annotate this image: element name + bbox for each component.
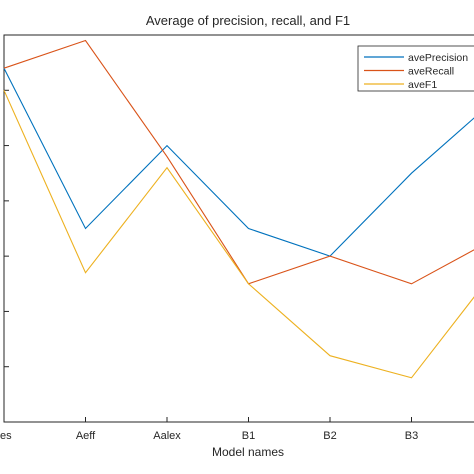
x-axis-ticks: res Aeff Aalex B1 B2 B3 — [0, 417, 418, 442]
x-tick-label: B1 — [242, 430, 255, 442]
x-axis-label: Model names — [212, 445, 284, 459]
series-line-aveF1 — [3, 90, 474, 379]
x-tick-label: B2 — [323, 430, 336, 442]
x-tick-label: Aalex — [153, 430, 181, 442]
series-lines — [3, 39, 474, 379]
x-tick-label: B3 — [405, 430, 418, 442]
legend-label-aveF1: aveF1 — [408, 79, 437, 91]
plot-area — [3, 34, 474, 423]
legend-label-aveRecall: aveRecall — [408, 66, 454, 78]
series-line-avePrecision — [3, 67, 474, 257]
legend-label-avePrecision: avePrecision — [408, 52, 468, 64]
chart-title: Average of precision, recall, and F1 — [146, 13, 350, 28]
y-axis-ticks — [4, 34, 9, 423]
legend-box — [357, 45, 474, 92]
x-tick-label: res — [0, 430, 12, 442]
x-tick-label: Aeff — [76, 430, 96, 442]
